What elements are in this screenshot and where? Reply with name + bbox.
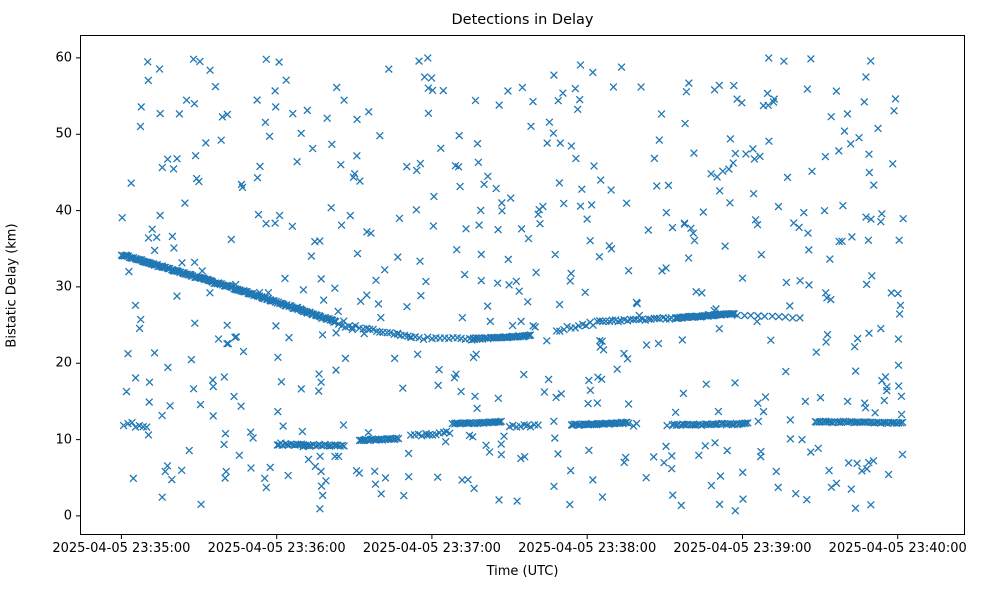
y-tick-label-3: 30 [55, 279, 72, 295]
x-tick-label-3: 2025-04-05 23:38:00 [518, 541, 657, 556]
axes-frame [80, 35, 965, 535]
x-tick-label-1: 2025-04-05 23:36:00 [207, 541, 346, 556]
x-tick-label-2: 2025-04-05 23:37:00 [362, 541, 501, 556]
chart-title: Detections in Delay [451, 12, 594, 28]
x-tick-label-0: 2025-04-05 23:35:00 [52, 541, 191, 556]
y-tick-label-6: 60 [55, 50, 72, 66]
scatter-plot-canvas [76, 35, 965, 539]
y-axis-label: Bistatic Delay (km) [4, 223, 20, 348]
y-tick-label-5: 50 [55, 126, 72, 142]
y-tick-label-1: 10 [55, 432, 72, 448]
y-tick-label-0: 0 [63, 508, 72, 524]
scatter-markers [117, 54, 908, 515]
x-tick-label-5: 2025-04-05 23:40:00 [828, 541, 967, 556]
y-tick-label-4: 40 [55, 203, 72, 219]
x-tick-label-4: 2025-04-05 23:39:00 [673, 541, 812, 556]
plot-area [76, 35, 965, 539]
tick-marks [76, 57, 899, 539]
y-tick-label-2: 20 [55, 355, 72, 371]
x-axis-label: Time (UTC) [486, 564, 559, 579]
